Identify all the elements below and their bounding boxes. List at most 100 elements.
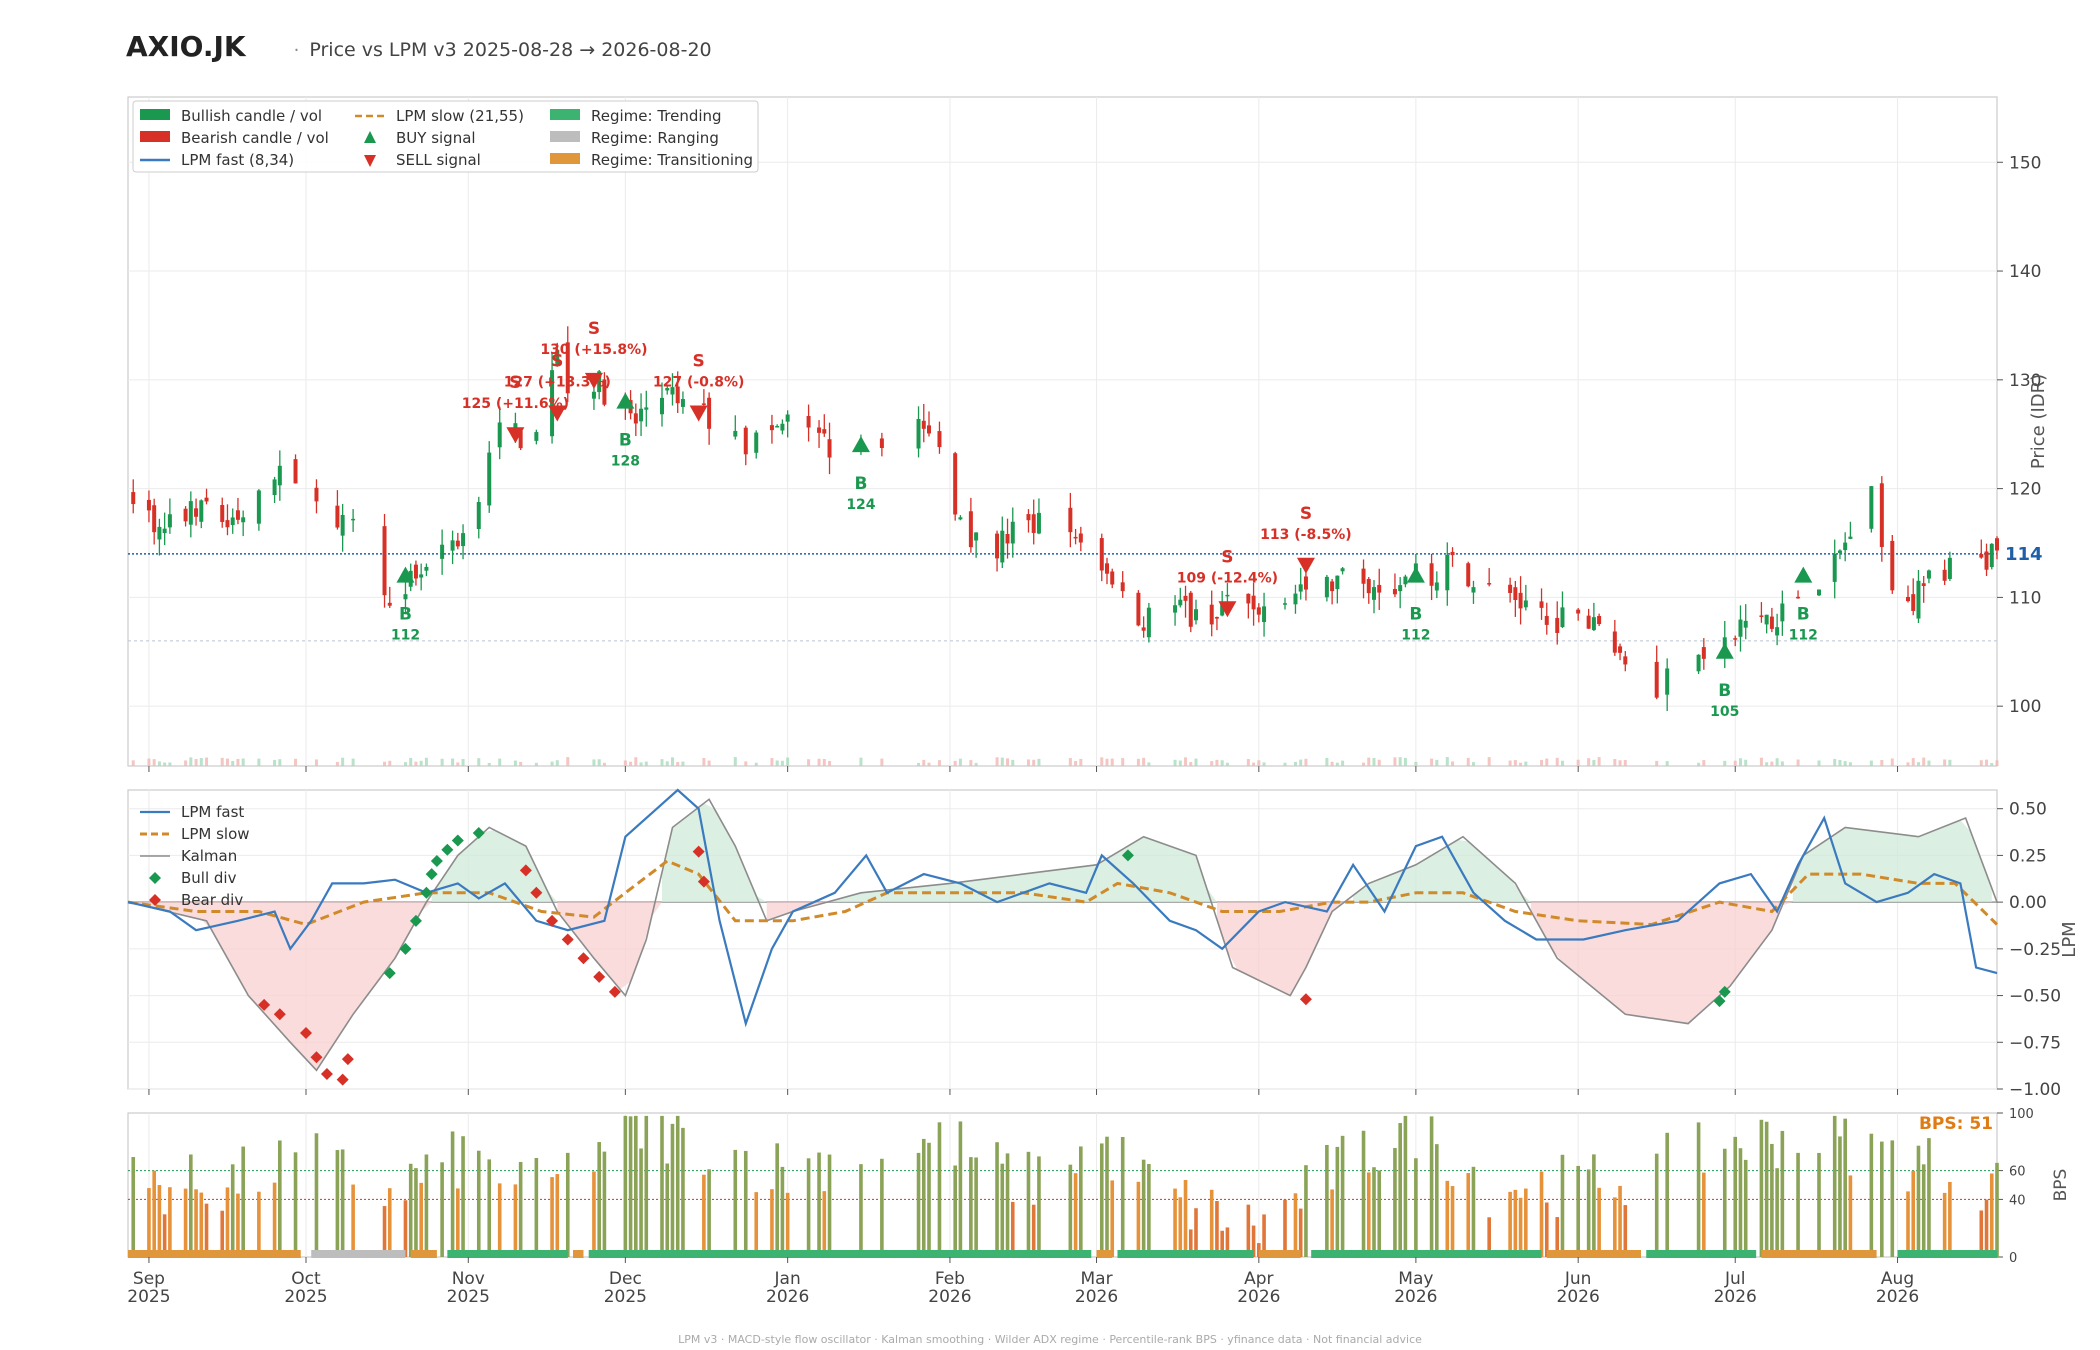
volume-bar — [1430, 758, 1434, 766]
volume-bar — [1257, 760, 1261, 766]
candle-body — [534, 432, 539, 441]
volume-bar — [1225, 762, 1229, 766]
regime-segment — [1311, 1250, 1542, 1258]
candle-body — [1906, 596, 1910, 602]
volume-bar — [1618, 760, 1622, 766]
price-ylabel: Price (IDR) — [2028, 374, 2049, 469]
bps-current-label: BPS: 51 — [1919, 1114, 1993, 1134]
candle-body — [1769, 616, 1774, 629]
candle-body — [1926, 570, 1931, 579]
volume-bar — [1985, 759, 1989, 766]
volume-bar — [1890, 758, 1894, 766]
bps-bar — [743, 1150, 748, 1257]
candle-body — [591, 391, 596, 399]
bps-bar — [1173, 1188, 1177, 1257]
x-tick-year: 2026 — [1876, 1287, 1919, 1307]
bps-bar — [754, 1192, 759, 1257]
volume-bar — [1026, 759, 1030, 766]
sell-signal: S 109 (-12.4%) — [1177, 547, 1278, 618]
volume-bar — [550, 761, 554, 766]
bps-bar — [220, 1210, 225, 1257]
volume-bar — [1775, 758, 1779, 766]
candle-body — [235, 510, 240, 520]
x-tick-month: May — [1398, 1269, 1433, 1289]
volume-bar — [1262, 762, 1266, 766]
x-tick-month: Jun — [1564, 1269, 1592, 1289]
bps-bar — [518, 1161, 523, 1257]
x-tick-month: Aug — [1881, 1269, 1914, 1289]
candle-body — [1738, 619, 1743, 637]
volume-bar — [1189, 762, 1193, 766]
candle-body — [204, 497, 209, 502]
volume-bar — [1011, 759, 1015, 766]
bps-bar — [597, 1142, 601, 1257]
candle-body — [1759, 615, 1764, 617]
bps-bar — [995, 1142, 999, 1257]
candle-body — [1947, 557, 1952, 579]
x-tick-month: Nov — [452, 1269, 485, 1289]
volume-bar — [602, 762, 606, 766]
bps-bar — [880, 1158, 884, 1257]
legend-bear-diamond — [149, 894, 161, 906]
bull-div-marker — [1121, 849, 1134, 862]
regime-segment — [311, 1250, 406, 1258]
bps-bar — [1450, 1186, 1455, 1257]
bps-bar — [733, 1149, 738, 1257]
candle-body — [1120, 582, 1125, 592]
volume-bar — [780, 760, 784, 766]
bps-bar — [974, 1157, 978, 1257]
candle-body — [743, 427, 748, 455]
bps-bar — [770, 1189, 774, 1257]
bps-bar — [1508, 1191, 1512, 1257]
volume-bar — [1817, 760, 1821, 766]
bps-bar — [1000, 1163, 1005, 1257]
volume-bar — [1869, 760, 1873, 766]
bps-bar — [335, 1150, 340, 1257]
lpm-legend-item: Kalman — [140, 847, 237, 865]
volume-bar — [194, 759, 198, 766]
volume-bar — [513, 760, 517, 766]
bull-div-marker — [1713, 995, 1726, 1008]
bps-ytick-label: 60 — [2009, 1165, 2026, 1180]
bps-bar — [1099, 1143, 1104, 1257]
volume-bar — [1487, 757, 1491, 766]
candle-body — [1403, 576, 1408, 585]
volume-bar — [1330, 761, 1334, 766]
candle-body — [1555, 617, 1560, 633]
volume-bar — [770, 758, 774, 766]
volume-bar — [1587, 758, 1591, 766]
candle-body — [1911, 594, 1916, 611]
candle-body — [1544, 615, 1549, 625]
x-tick-year: 2026 — [1237, 1287, 1280, 1307]
legend-item: BUY signal — [364, 129, 476, 147]
bps-bar — [1215, 1201, 1219, 1257]
bps-bar — [1592, 1154, 1596, 1257]
bps-bar — [241, 1146, 245, 1257]
bear-div-marker — [577, 952, 590, 965]
lpm-ytick-label: −0.50 — [2009, 987, 2061, 1007]
bps-bar — [1979, 1210, 1984, 1257]
candle-body — [1513, 587, 1518, 600]
lpm-ytick-label: 0.50 — [2009, 800, 2047, 820]
candle-body — [1450, 551, 1455, 556]
regime-segment — [128, 1250, 301, 1258]
legend-item: Regime: Ranging — [550, 129, 719, 147]
volume-bar — [1299, 759, 1303, 766]
volume-bar — [519, 761, 523, 766]
bps-bar — [1743, 1159, 1748, 1257]
bull-div-marker — [472, 826, 485, 839]
bps-bar — [183, 1188, 188, 1257]
volume-bar — [953, 760, 957, 766]
candle-body — [1303, 576, 1308, 590]
regime-segment — [588, 1250, 1092, 1258]
bps-bar — [1466, 1173, 1471, 1257]
x-tick-year: 2025 — [284, 1287, 327, 1307]
volume-bar — [676, 762, 680, 766]
ticker-title: AXIO.JK — [126, 30, 246, 63]
candle-body — [879, 438, 884, 448]
candle-body — [1696, 654, 1701, 672]
sell-letter: S — [1300, 504, 1312, 524]
bps-bar — [382, 1206, 387, 1257]
bps-bar — [1194, 1208, 1198, 1257]
volume-bar — [1702, 760, 1706, 766]
